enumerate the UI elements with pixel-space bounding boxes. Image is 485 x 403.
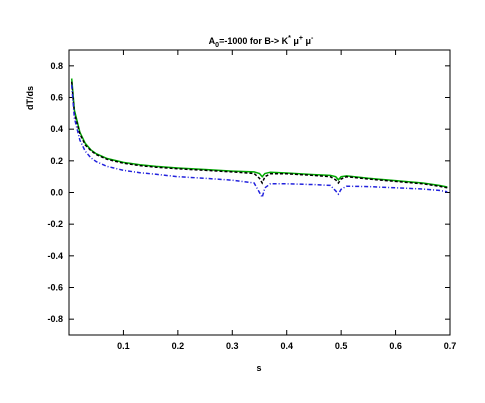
- y-tick-label: -0.6: [47, 283, 63, 293]
- title-a: A: [209, 36, 216, 46]
- title-mu2-superscript: -: [311, 35, 314, 42]
- x-axis: 0.1 0.2 0.3 0.4 0.5 0.6 0.7: [117, 50, 456, 351]
- y-tick-label: 0.2: [50, 156, 63, 166]
- y-tick-label: 0.6: [50, 93, 63, 103]
- title-mu1: μ: [291, 36, 299, 46]
- title-a-subscript: 0: [215, 42, 219, 49]
- title-middle: =-1000 for B-> K: [219, 36, 289, 46]
- chart-title: A0=-1000 for B-> K* μ+ μ-: [209, 35, 314, 49]
- y-tick-label: 0.0: [50, 188, 63, 198]
- y-tick-label: -0.8: [47, 314, 63, 324]
- x-tick-label: 0.2: [172, 341, 185, 351]
- x-axis-label: s: [256, 363, 261, 373]
- series-group: [70, 78, 448, 200]
- x-tick-label: 0.5: [335, 341, 348, 351]
- y-axis-label: dT/ds: [25, 86, 35, 110]
- y-tick-label: -0.2: [47, 219, 63, 229]
- title-k-superscript: *: [288, 35, 291, 42]
- x-tick-label: 0.4: [280, 341, 293, 351]
- y-axis: -0.8 -0.6 -0.4 -0.2 0.0 0.2 0.4 0.6 0.8: [47, 61, 450, 324]
- x-tick-label: 0.7: [444, 341, 457, 351]
- x-tick-label: 0.1: [117, 341, 130, 351]
- title-mu1-superscript: +: [299, 35, 303, 42]
- series-line-2: [70, 81, 448, 189]
- x-tick-label: 0.3: [226, 341, 239, 351]
- y-tick-label: -0.4: [47, 251, 63, 261]
- x-tick-label: 0.6: [389, 341, 402, 351]
- series-line-1: [70, 78, 448, 188]
- series-line-3: [70, 84, 448, 200]
- y-tick-label: 0.8: [50, 61, 63, 71]
- y-tick-label: 0.4: [50, 124, 63, 134]
- title-mu2: μ: [303, 36, 311, 46]
